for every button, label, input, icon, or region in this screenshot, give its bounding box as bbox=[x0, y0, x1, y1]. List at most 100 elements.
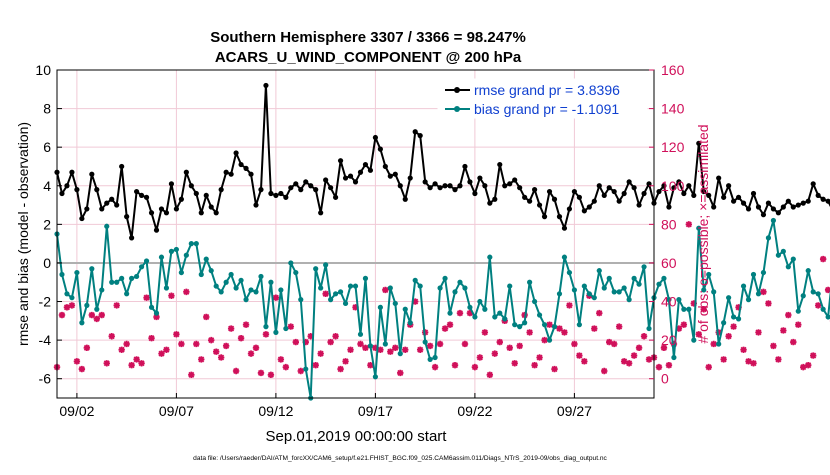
bias-point bbox=[214, 283, 219, 288]
obs-marker bbox=[228, 325, 234, 331]
obs-marker bbox=[173, 331, 179, 337]
obs-marker bbox=[84, 345, 90, 351]
y-left-tick-label: 6 bbox=[43, 139, 51, 155]
rmse-point bbox=[641, 191, 646, 196]
rmse-point bbox=[437, 185, 442, 190]
rmse-point bbox=[741, 201, 746, 206]
bias-point bbox=[378, 305, 383, 310]
obs-marker bbox=[591, 325, 597, 331]
obs-marker bbox=[203, 314, 209, 320]
chart-subtitle: ACARS_U_WIND_COMPONENT @ 200 hPa bbox=[215, 49, 522, 66]
rmse-point bbox=[134, 189, 139, 194]
rmse-point bbox=[159, 206, 164, 211]
bias-point bbox=[622, 285, 627, 290]
obs-marker bbox=[437, 341, 443, 347]
obs-marker bbox=[69, 302, 75, 308]
obs-marker bbox=[258, 370, 264, 376]
rmse-point bbox=[388, 174, 393, 179]
bias-point bbox=[403, 307, 408, 312]
y-right-tick-label: 160 bbox=[661, 62, 685, 78]
rmse-point bbox=[288, 185, 293, 190]
rmse-point bbox=[328, 185, 333, 190]
rmse-point bbox=[119, 164, 124, 169]
obs-marker bbox=[278, 356, 284, 362]
rmse-point bbox=[418, 133, 423, 138]
bias-point bbox=[577, 322, 582, 327]
obs-marker bbox=[452, 362, 458, 368]
bias-point bbox=[418, 283, 423, 288]
bias-point bbox=[64, 291, 69, 296]
bias-point bbox=[343, 301, 348, 306]
bias-point bbox=[661, 276, 666, 281]
obs-marker bbox=[362, 345, 368, 351]
obs-marker bbox=[482, 329, 488, 335]
bias-point bbox=[582, 283, 587, 288]
rmse-point bbox=[756, 204, 761, 209]
rmse-point bbox=[234, 150, 239, 155]
rmse-point bbox=[726, 183, 731, 188]
rmse-point bbox=[632, 185, 637, 190]
bias-point bbox=[746, 297, 751, 302]
bias-point bbox=[801, 293, 806, 298]
bias-point bbox=[204, 256, 209, 261]
bias-point bbox=[194, 241, 199, 246]
rmse-point bbox=[104, 201, 109, 206]
y-axis-right-label: # of obs: o=possible; ×=assimilated bbox=[695, 124, 711, 343]
legend-bias-marker bbox=[454, 106, 460, 112]
obs-marker bbox=[283, 364, 289, 370]
bias-point bbox=[671, 355, 676, 360]
bias-point bbox=[791, 256, 796, 261]
obs-marker bbox=[711, 341, 717, 347]
rmse-point bbox=[238, 162, 243, 167]
bias-point bbox=[144, 258, 149, 263]
rmse-point bbox=[74, 187, 79, 192]
rmse-point bbox=[462, 164, 467, 169]
rmse-point bbox=[313, 187, 318, 192]
bias-point bbox=[408, 320, 413, 325]
obs-marker bbox=[681, 321, 687, 327]
bias-point bbox=[159, 255, 164, 260]
bias-point bbox=[716, 341, 721, 346]
obs-marker bbox=[59, 312, 65, 318]
obs-marker bbox=[168, 293, 174, 299]
obs-marker bbox=[447, 321, 453, 327]
rmse-point bbox=[318, 210, 323, 215]
rmse-point bbox=[711, 204, 716, 209]
rmse-point bbox=[761, 212, 766, 217]
obs-marker bbox=[298, 368, 304, 374]
rmse-point bbox=[333, 195, 338, 200]
obs-marker bbox=[725, 333, 731, 339]
obs-marker bbox=[138, 360, 144, 366]
rmse-point bbox=[592, 199, 597, 204]
obs-marker bbox=[417, 347, 423, 353]
rmse-point bbox=[806, 199, 811, 204]
obs-marker bbox=[188, 372, 194, 378]
bias-point bbox=[462, 285, 467, 290]
bias-point bbox=[641, 264, 646, 269]
rmse-point bbox=[597, 183, 602, 188]
rmse-point bbox=[278, 191, 283, 196]
obs-marker bbox=[128, 362, 134, 368]
rmse-point bbox=[627, 179, 632, 184]
rmse-point bbox=[243, 166, 248, 171]
bias-point bbox=[597, 268, 602, 273]
obs-marker bbox=[531, 362, 537, 368]
obs-marker bbox=[512, 360, 518, 366]
bias-point bbox=[114, 280, 119, 285]
bias-point bbox=[617, 289, 622, 294]
rmse-point bbox=[447, 183, 452, 188]
rmse-point bbox=[497, 162, 502, 167]
rmse-point bbox=[502, 183, 507, 188]
y-left-tick-label: 2 bbox=[43, 216, 51, 232]
y-right-tick-label: 0 bbox=[661, 371, 669, 387]
bias-point bbox=[547, 338, 552, 343]
bias-point bbox=[129, 276, 134, 281]
obs-marker bbox=[432, 364, 438, 370]
obs-marker bbox=[730, 323, 736, 329]
obs-marker bbox=[566, 302, 572, 308]
rmse-point bbox=[477, 175, 482, 180]
obs-marker bbox=[755, 329, 761, 335]
bias-point bbox=[209, 268, 214, 273]
rmse-point bbox=[383, 164, 388, 169]
